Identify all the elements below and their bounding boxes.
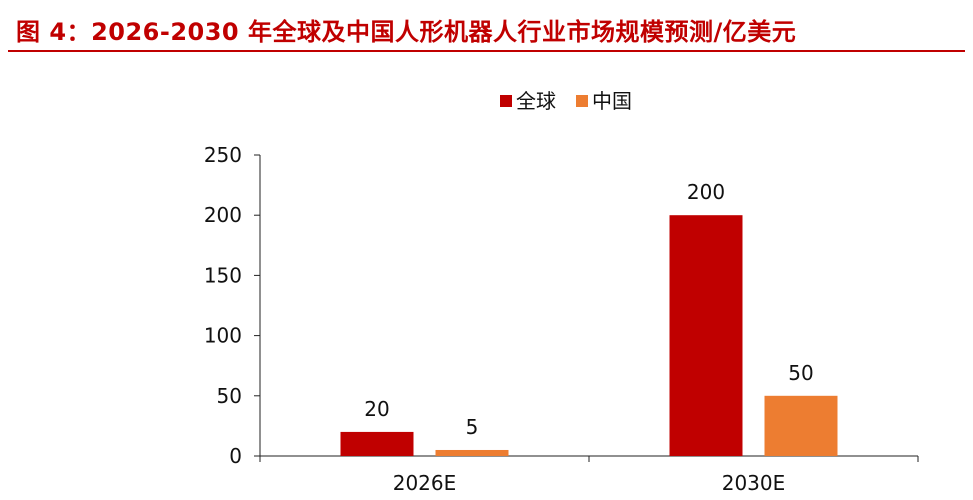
x-tick-label: 2030E [722,471,786,495]
data-label: 50 [788,361,813,385]
figure-header: 图 4：2026-2030 年全球及中国人形机器人行业市场规模预测/亿美元 [8,4,965,54]
title-divider [8,50,965,52]
legend-swatch [500,95,512,107]
x-tick-label: 2026E [393,471,457,495]
y-tick-label: 100 [204,324,242,348]
legend-label: 中国 [592,89,632,113]
bar [764,395,838,456]
figure-label: 图 4： [16,18,92,46]
data-label: 200 [687,180,725,204]
bar [435,449,509,456]
data-label: 20 [364,397,389,421]
bar [340,431,414,456]
y-tick-label: 250 [204,143,242,167]
legend-swatch [576,95,588,107]
data-label: 5 [466,415,479,439]
legend-label: 全球 [516,89,556,113]
y-tick-label: 50 [217,384,242,408]
bar [669,215,743,456]
y-tick-label: 0 [229,444,242,468]
figure-title: 图 4：2026-2030 年全球及中国人形机器人行业市场规模预测/亿美元 [16,12,796,47]
y-tick-label: 200 [204,203,242,227]
figure-title-text: 2026-2030 年全球及中国人形机器人行业市场规模预测/亿美元 [91,18,797,46]
y-tick-label: 150 [204,263,242,287]
